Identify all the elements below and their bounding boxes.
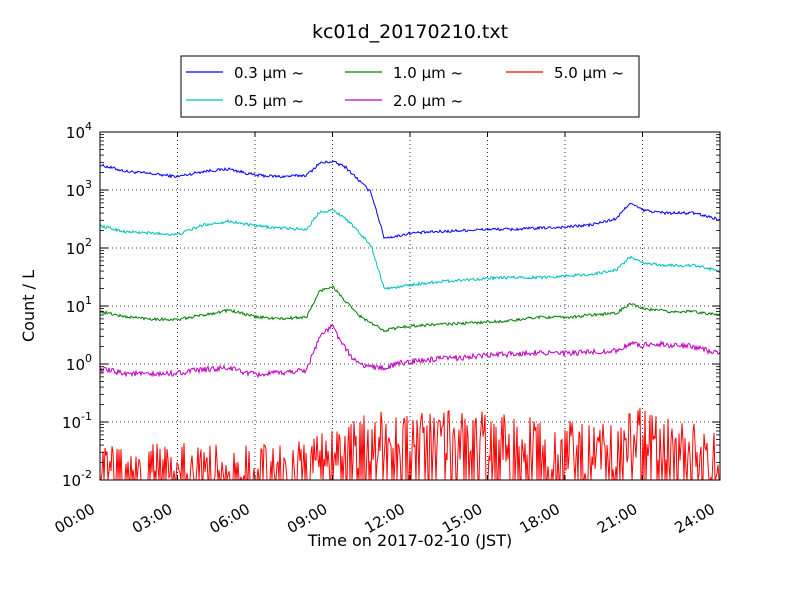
y-tick-base: 10	[66, 124, 85, 142]
y-tick-base: 10	[66, 298, 85, 316]
y-tick-exponent: -1	[81, 410, 92, 423]
series-line-2	[99, 285, 721, 333]
y-tick-label: 10-2	[62, 468, 92, 490]
y-tick-exponent: 2	[85, 236, 92, 249]
y-tick-exponent: 4	[85, 120, 92, 133]
series-line-3	[99, 323, 721, 379]
y-tick-base: 10	[62, 472, 81, 490]
y-tick-base: 10	[66, 182, 85, 200]
series-line-4	[100, 407, 720, 482]
series-layer	[99, 160, 721, 482]
legend: 0.3 μm ~ 0.5 μm ~ 1.0 μm ~ 2.0 μm ~ 5.0 μm ~	[180, 55, 640, 118]
y-tick-label: 101	[66, 294, 92, 316]
legend-label-4: 5.0 μm ~	[554, 64, 624, 82]
y-tick-label: 100	[66, 352, 92, 374]
legend-label-0: 0.3 μm ~	[234, 64, 304, 82]
legend-label-1: 0.5 μm ~	[234, 92, 304, 110]
y-tick-exponent: 0	[85, 352, 92, 365]
series-line-1	[99, 208, 721, 291]
legend-box	[180, 55, 640, 118]
legend-label-3: 2.0 μm ~	[393, 92, 463, 110]
y-tick-exponent: 3	[85, 178, 92, 191]
y-tick-label: 10-1	[62, 410, 92, 432]
y-tick-exponent: 1	[85, 294, 92, 307]
y-tick-label: 104	[66, 120, 92, 142]
grid-layer	[100, 132, 720, 480]
legend-label-2: 1.0 μm ~	[393, 64, 463, 82]
y-tick-label: 103	[66, 178, 92, 200]
chart-title: kc01d_20170210.txt	[312, 21, 508, 43]
series-line-0	[99, 160, 721, 239]
y-tick-base: 10	[66, 356, 85, 374]
x-axis-label: Time on 2017-02-10 (JST)	[307, 531, 512, 550]
y-tick-base: 10	[66, 240, 85, 258]
y-tick-exponent: -2	[81, 468, 92, 481]
y-axis-label: Count / L	[19, 270, 38, 342]
y-tick-label: 102	[66, 236, 92, 258]
y-tick-base: 10	[62, 414, 81, 432]
